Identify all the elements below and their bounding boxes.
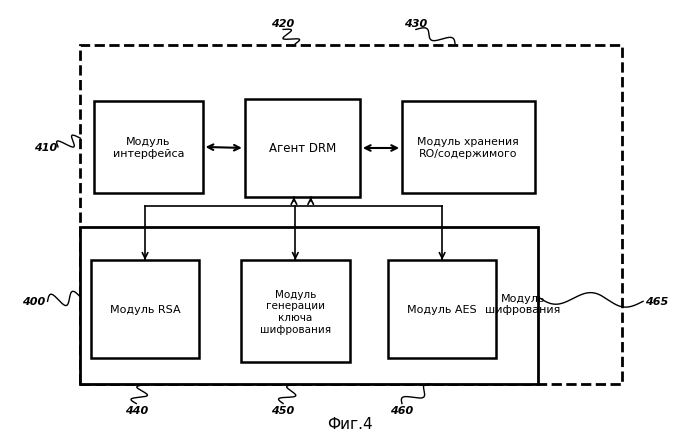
Text: Агент DRM: Агент DRM — [268, 142, 336, 155]
Text: Модуль AES: Модуль AES — [408, 304, 477, 314]
Text: Модуль хранения
RO/содержимого: Модуль хранения RO/содержимого — [417, 137, 519, 158]
Bar — [91, 260, 199, 358]
Text: 460: 460 — [390, 405, 414, 415]
Bar — [94, 102, 203, 193]
Text: Модуль
интерфейса: Модуль интерфейса — [113, 137, 185, 158]
Text: Модуль
шифрования: Модуль шифрования — [485, 293, 561, 315]
Text: Модуль RSA: Модуль RSA — [110, 304, 180, 314]
Text: 410: 410 — [34, 143, 57, 152]
Text: Модуль
генерации
ключа
шифрования: Модуль генерации ключа шифрования — [260, 289, 331, 334]
Bar — [402, 102, 535, 193]
Text: 450: 450 — [271, 405, 295, 415]
Text: 430: 430 — [404, 19, 428, 29]
Bar — [245, 100, 360, 197]
Bar — [80, 46, 622, 384]
Text: 420: 420 — [271, 19, 295, 29]
Bar — [388, 260, 496, 358]
Text: 465: 465 — [645, 297, 669, 306]
Text: Фиг.4: Фиг.4 — [326, 416, 373, 431]
Text: 400: 400 — [22, 297, 45, 306]
Text: 440: 440 — [124, 405, 148, 415]
Bar — [80, 228, 538, 384]
Bar — [241, 260, 350, 362]
